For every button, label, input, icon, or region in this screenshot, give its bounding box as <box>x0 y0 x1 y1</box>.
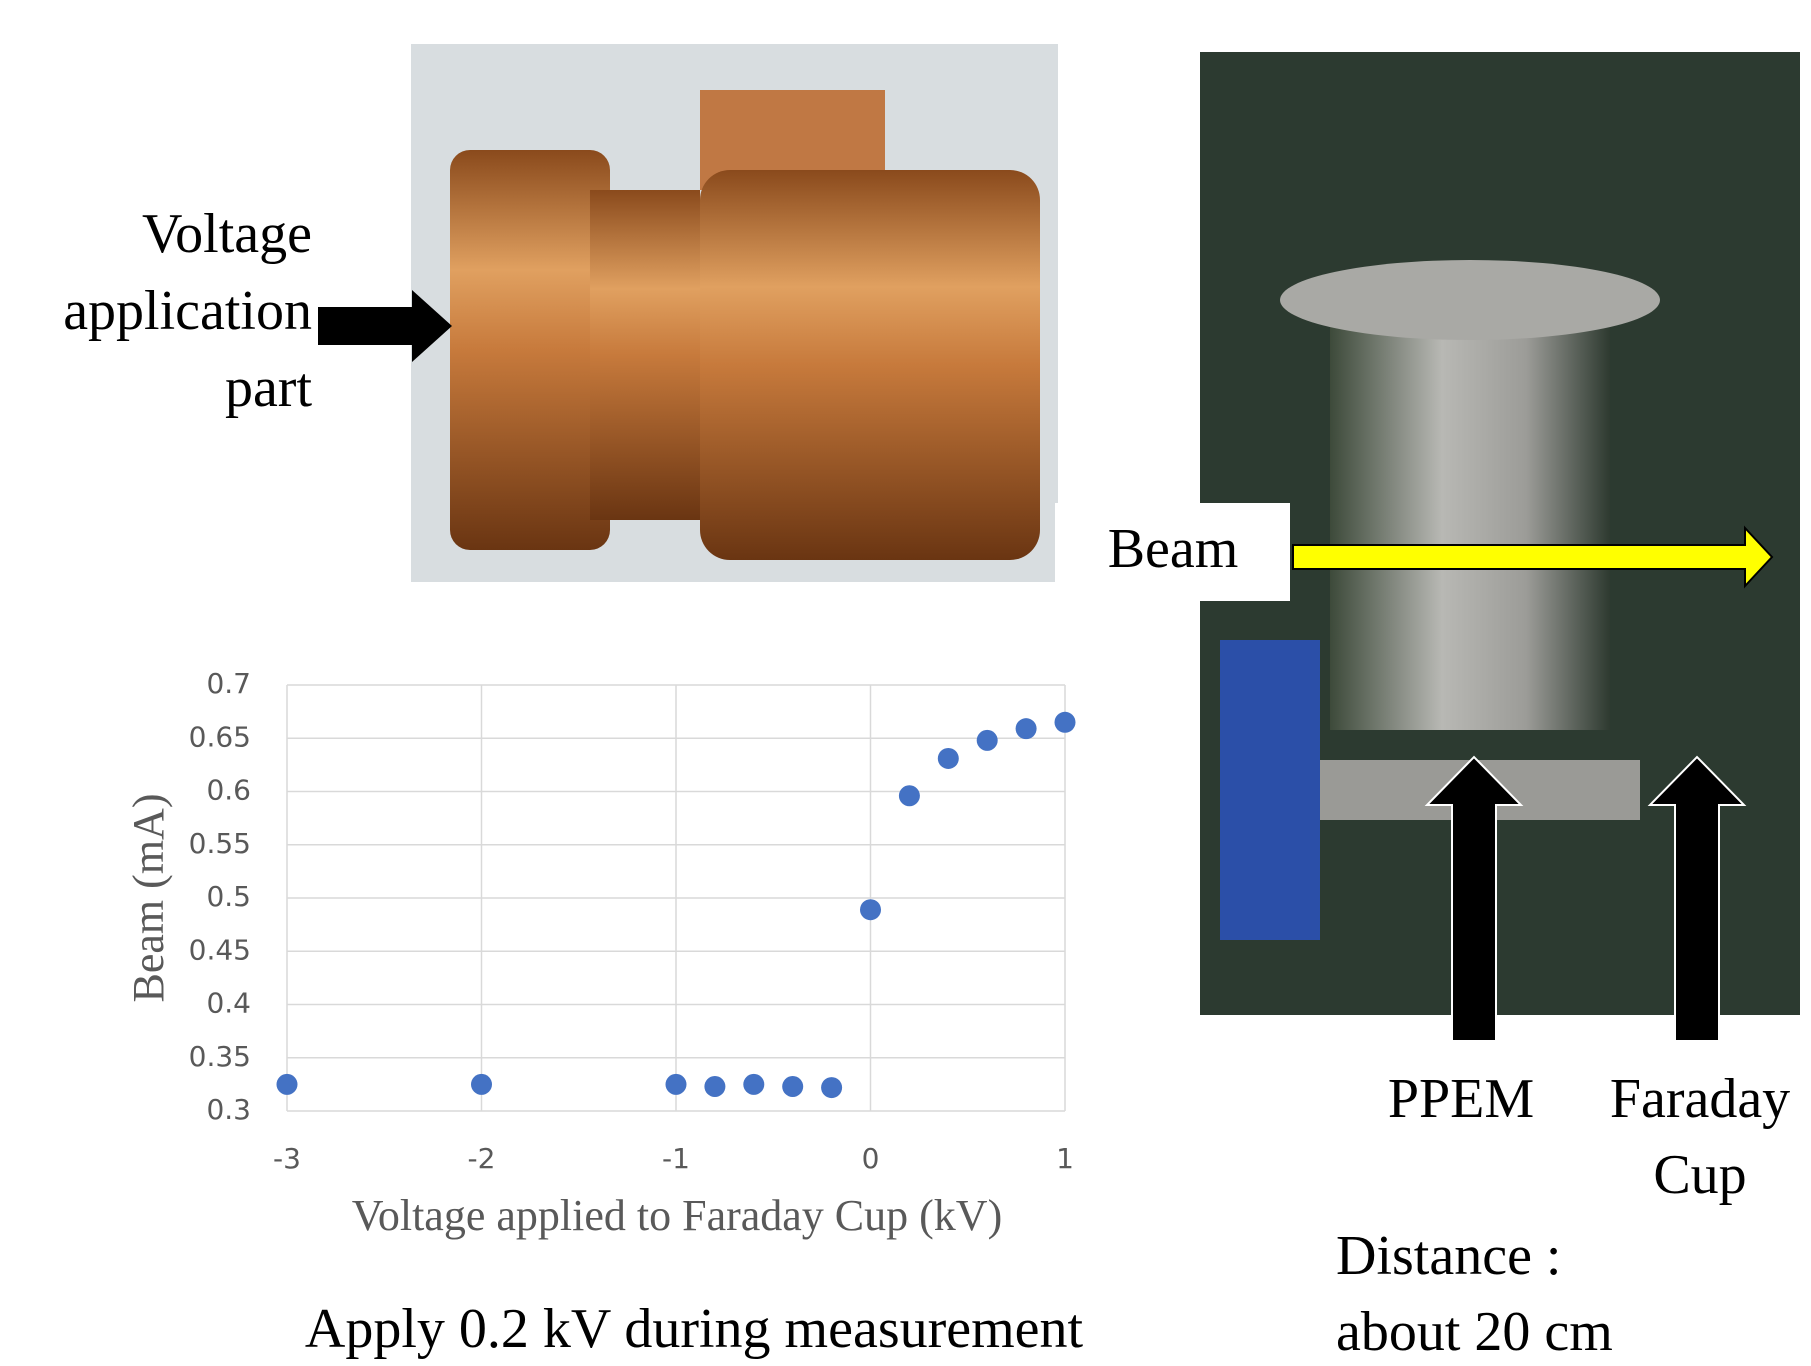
arrow <box>1647 755 1747 1042</box>
point <box>976 729 998 751</box>
y-tick-label: 0.55 <box>189 827 251 860</box>
point <box>860 899 881 921</box>
label-box <box>1055 503 1290 601</box>
arrow <box>1424 755 1524 1042</box>
caption: Apply 0.2 kV during measurement <box>305 1298 1084 1360</box>
point <box>471 1073 492 1095</box>
label: part <box>225 357 313 419</box>
label: Cup <box>1653 1144 1746 1206</box>
point <box>821 1077 843 1099</box>
label: Distance : <box>1336 1225 1561 1287</box>
label: Beam <box>1108 518 1239 580</box>
point <box>1015 718 1037 740</box>
point <box>937 747 959 769</box>
point <box>898 785 920 807</box>
y-tick-label: 0.45 <box>189 933 251 966</box>
x-tick-label: -1 <box>662 1142 690 1175</box>
label: Faraday <box>1610 1068 1790 1130</box>
arrow <box>318 290 452 362</box>
y-tick-label: 0.7 <box>206 667 251 700</box>
arrow <box>1292 525 1774 589</box>
point <box>704 1076 726 1098</box>
x-tick-label: -2 <box>468 1142 496 1175</box>
x-tick-label: -3 <box>273 1142 301 1175</box>
y-tick-label: 0.5 <box>206 880 251 913</box>
y-tick-label: 0.65 <box>189 720 251 753</box>
point <box>665 1073 687 1095</box>
photo-faraday-cup <box>411 44 1058 582</box>
label: Voltage <box>142 203 312 265</box>
y-tick-label: 0.4 <box>206 987 251 1020</box>
label: PPEM <box>1388 1068 1534 1130</box>
x-tick-label: 0 <box>862 1142 880 1175</box>
point <box>743 1073 765 1095</box>
point <box>276 1073 298 1095</box>
y-tick-label: 0.6 <box>206 774 251 807</box>
y-tick-label: 0.35 <box>189 1040 251 1073</box>
x-tick-label: 1 <box>1056 1142 1074 1175</box>
point <box>1054 711 1076 733</box>
y-tick-label: 0.3 <box>206 1093 251 1126</box>
point <box>782 1076 804 1098</box>
x-axis-title: Voltage applied to Faraday Cup (kV) <box>352 1191 1002 1240</box>
y-axis-title: Beam (mA) <box>124 794 173 1003</box>
label: about 20 cm <box>1336 1301 1613 1363</box>
label: application <box>63 280 312 342</box>
